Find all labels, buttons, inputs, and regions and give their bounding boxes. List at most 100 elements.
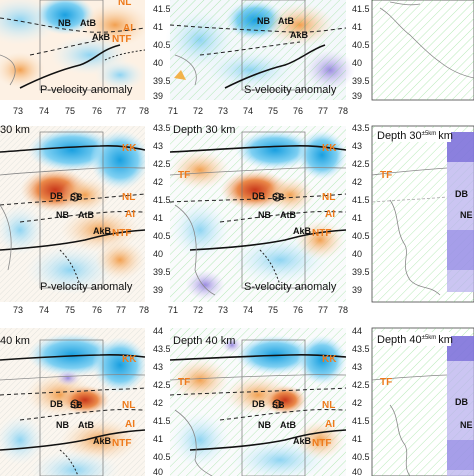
ytick: 43 [153, 362, 163, 372]
label-ai: AI [123, 23, 133, 34]
xtick: 73 [218, 305, 228, 315]
xtick: 73 [218, 106, 228, 116]
label-ai: AI [125, 419, 135, 430]
title-r3-s: Depth 40 km [173, 335, 235, 347]
label-nb: NB [56, 210, 69, 220]
xtick: 72 [193, 106, 203, 116]
xtick: 74 [243, 305, 253, 315]
panel-r1-right [371, 0, 474, 101]
label-ntf: NTF [312, 438, 331, 449]
label-nb: NB [257, 16, 270, 26]
ytick: 40 [153, 467, 163, 476]
xtick: 73 [13, 106, 23, 116]
xtick: 78 [139, 106, 149, 116]
yaxis-r3-right: 44 43.5 43 42.5 42 41.5 41 40.5 40 [352, 326, 370, 476]
label-akb: AkB [293, 226, 312, 236]
label-akb: AkB [293, 436, 312, 446]
ytick: 43.5 [352, 344, 370, 354]
label-atb: AtB [78, 210, 94, 220]
label-kk: KK [122, 354, 137, 365]
label-db: DB [50, 399, 63, 409]
yaxis-r2-right: 43.5 43 42.5 42 41.5 41 40.5 40 39.5 39 [352, 123, 370, 295]
label-nl: NL [322, 192, 335, 203]
ytick: 43 [153, 141, 163, 151]
label-db: DB [252, 191, 265, 201]
label-akb: AkB [93, 226, 112, 236]
label-tf: TF [380, 170, 392, 181]
ytick: 41.5 [153, 195, 171, 205]
ytick: 39.5 [352, 76, 370, 86]
label-tf: TF [178, 170, 190, 181]
ytick: 41.5 [352, 4, 370, 14]
label-sb: SB [272, 400, 285, 410]
ytick: 40.5 [153, 452, 171, 462]
xtick: 77 [116, 106, 126, 116]
ytick: 41 [153, 434, 163, 444]
ytick: 40 [352, 249, 362, 259]
ytick: 39 [352, 285, 362, 295]
label-db: DB [455, 189, 468, 199]
label-tf: TF [380, 377, 392, 388]
label-atb: AtB [280, 210, 296, 220]
ytick: 40.5 [352, 231, 370, 241]
xtick: 77 [318, 106, 328, 116]
caption-p-r2: P-velocity anomaly [40, 281, 133, 293]
title-r3-p: 40 km [0, 335, 30, 347]
xtick: 76 [92, 106, 102, 116]
label-ne: NE [460, 420, 473, 430]
ytick: 40.5 [352, 40, 370, 50]
panel-r2-s: Depth 30 km KK TF DB SB NL NB AtB AI AkB… [169, 124, 347, 302]
label-akb: AkB [290, 30, 309, 40]
label-ai: AI [125, 209, 135, 220]
panel-r2-p: 30 km KK DB SB NL NB AtB AI AkB NTF P-ve… [0, 124, 150, 302]
panel-r2-right: Depth 30±5km km TF DB NE [371, 125, 474, 303]
ytick: 43.5 [153, 344, 171, 354]
label-sb: SB [272, 192, 285, 202]
ytick: 39 [153, 285, 163, 295]
label-nl: NL [118, 0, 131, 8]
yaxis-r2-mid: 43.5 43 42.5 42 41.5 41 40.5 40 39.5 39 [153, 123, 171, 295]
panel-r1-s: NB AtB AkB S-velocity anomaly [165, 0, 355, 100]
ytick: 40 [153, 249, 163, 259]
label-ntf: NTF [112, 228, 131, 239]
label-atb: AtB [280, 420, 296, 430]
ytick: 42 [153, 177, 163, 187]
label-ntf: NTF [312, 228, 331, 239]
label-nb: NB [258, 420, 271, 430]
ytick: 40 [352, 58, 362, 68]
label-sb: SB [70, 400, 83, 410]
ytick: 43.5 [352, 123, 370, 133]
caption-p-r1: P-velocity anomaly [40, 84, 133, 96]
yaxis-r3-mid: 44 43.5 43 42.5 42 41.5 41 40.5 40 [153, 326, 171, 476]
label-sb: SB [70, 192, 83, 202]
panel-r3-s: Depth 40 km KK TF DB SB NL NB AtB AI AkB… [169, 328, 347, 476]
ytick: 39.5 [352, 267, 370, 277]
label-nb: NB [258, 210, 271, 220]
ytick: 42.5 [352, 380, 370, 390]
ytick: 40.5 [153, 231, 171, 241]
caption-s-r2: S-velocity anomaly [244, 281, 337, 293]
label-tf: TF [178, 377, 190, 388]
ytick: 44 [153, 326, 163, 336]
title-r2-s: Depth 30 km [173, 124, 235, 136]
label-kk: KK [322, 143, 337, 154]
ytick: 42 [153, 398, 163, 408]
xtick: 74 [39, 106, 49, 116]
ytick: 43.5 [153, 123, 171, 133]
xaxis-r2: 73 74 75 76 77 78 71 72 73 74 75 76 77 7… [13, 305, 348, 315]
label-kk: KK [322, 354, 337, 365]
xtick: 71 [168, 106, 178, 116]
ytick: 42.5 [153, 380, 171, 390]
xtick: 71 [168, 305, 178, 315]
label-db: DB [252, 399, 265, 409]
xtick: 75 [268, 106, 278, 116]
ytick: 39.5 [153, 76, 171, 86]
xtick: 74 [243, 106, 253, 116]
title-r2-p: 30 km [0, 124, 30, 136]
panel-r3-p: 40 km KK DB SB NL NB AtB AI AkB NTF [0, 328, 148, 476]
xtick: 75 [268, 305, 278, 315]
label-nl: NL [122, 192, 135, 203]
ytick: 41.5 [153, 416, 171, 426]
label-db: DB [455, 397, 468, 407]
xaxis-r1: 73 74 75 76 77 78 71 72 73 74 75 76 77 7… [13, 106, 348, 116]
